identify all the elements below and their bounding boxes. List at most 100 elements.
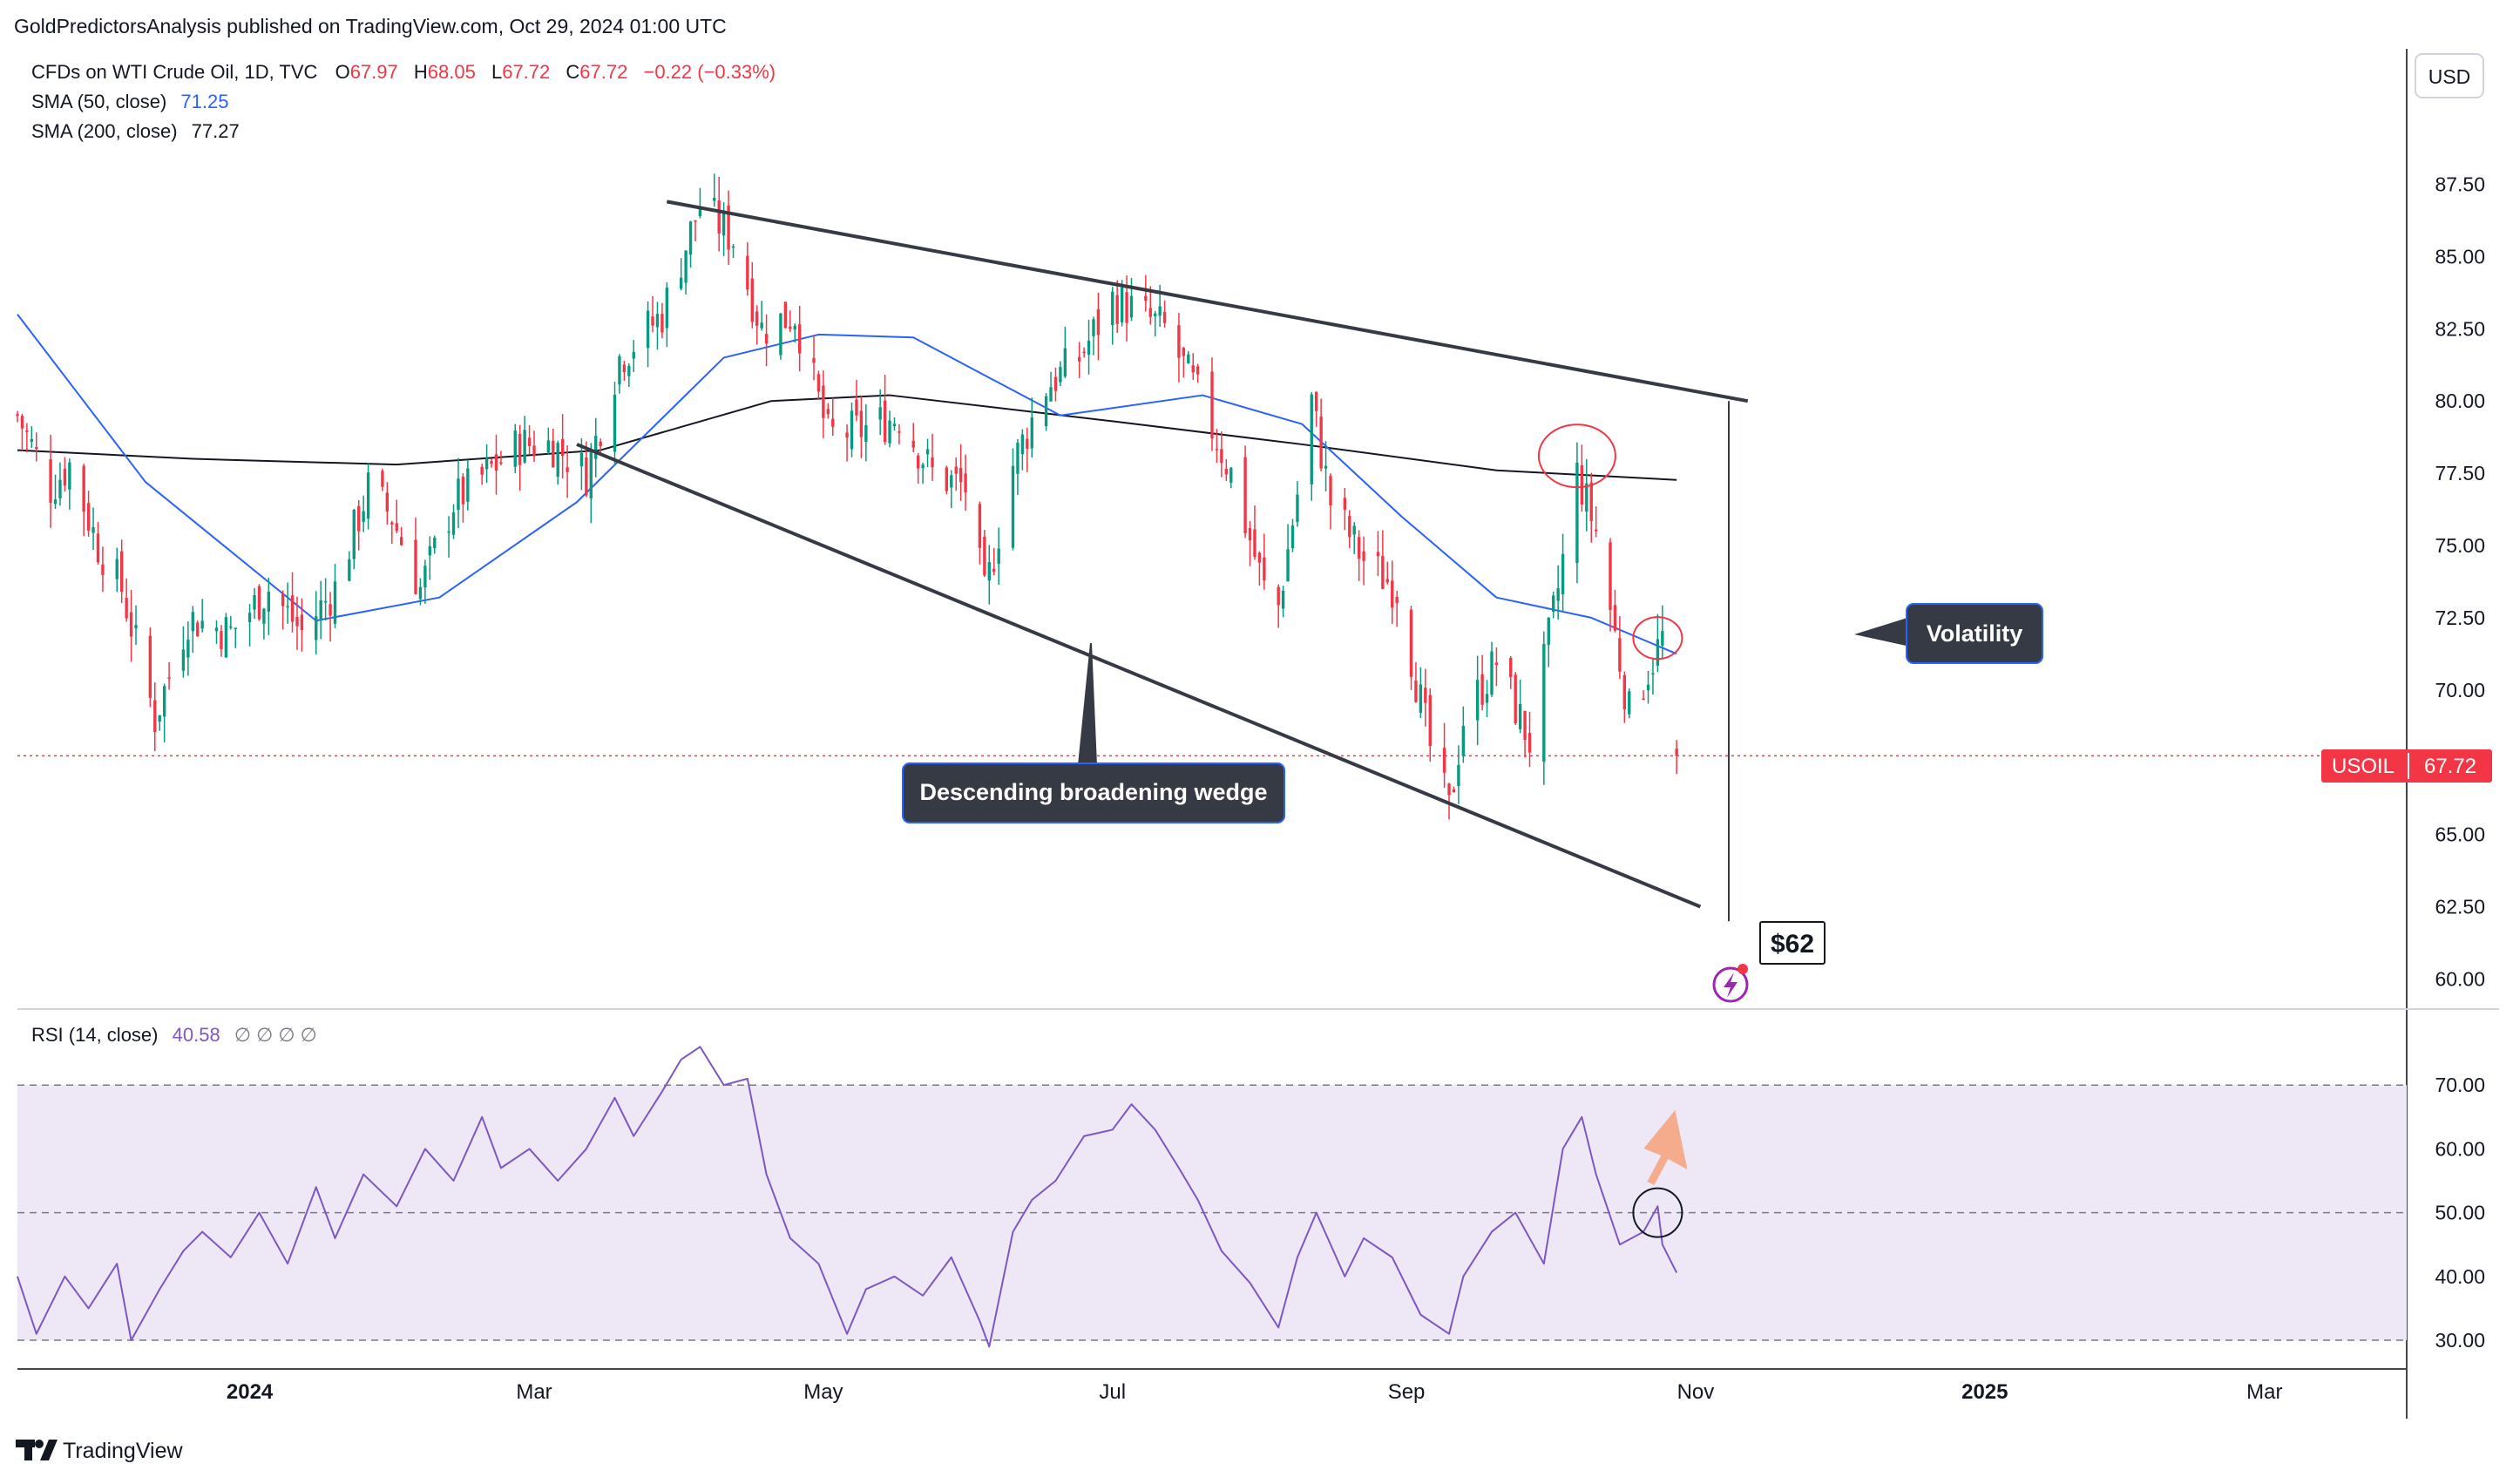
candle-body bbox=[290, 595, 295, 622]
candle-body bbox=[253, 594, 256, 610]
candle-body bbox=[1646, 684, 1650, 691]
candle-body bbox=[527, 437, 532, 446]
candle-body bbox=[987, 562, 991, 581]
candle-body bbox=[1082, 351, 1086, 354]
candle-body bbox=[362, 511, 365, 522]
candle-body bbox=[1087, 340, 1091, 356]
candle-body bbox=[348, 559, 351, 581]
sma-50-layer bbox=[17, 314, 1677, 655]
candle-body bbox=[262, 608, 266, 624]
candle-body bbox=[622, 364, 627, 373]
candle-body bbox=[660, 314, 664, 333]
candle-body bbox=[1362, 551, 1365, 561]
candle-body bbox=[295, 617, 299, 627]
candle-body bbox=[96, 533, 100, 563]
legend-open-value: 67.97 bbox=[350, 61, 398, 83]
candle-body bbox=[1509, 657, 1513, 677]
target-label[interactable]: $62 bbox=[1759, 921, 1825, 965]
tradingview-logo[interactable]: TradingView bbox=[16, 1439, 184, 1463]
candle-body bbox=[1329, 476, 1332, 505]
candle-body bbox=[167, 677, 171, 679]
currency-button[interactable]: USD bbox=[2415, 53, 2484, 98]
candle-body bbox=[717, 200, 721, 234]
candle-body bbox=[53, 499, 58, 505]
volatility-callout-pointer bbox=[1854, 617, 1912, 647]
candle-body bbox=[1158, 306, 1162, 316]
candle-body bbox=[1656, 639, 1660, 666]
lightning-event-icon[interactable] bbox=[1712, 964, 1749, 1003]
candle-body bbox=[68, 462, 71, 490]
candle-body bbox=[1144, 295, 1148, 302]
candle-body bbox=[1490, 651, 1494, 695]
candle-body bbox=[921, 464, 925, 469]
candle-body bbox=[25, 430, 29, 432]
candle-body bbox=[1514, 674, 1517, 723]
candle-body bbox=[556, 443, 559, 478]
wedge-callout-pointer bbox=[1077, 642, 1098, 766]
candle-body bbox=[224, 617, 228, 658]
candle-body bbox=[721, 212, 726, 236]
candle-body bbox=[892, 424, 897, 427]
legend-rsi[interactable]: RSI (14, close) 40.58 ∅ ∅ ∅ ∅ bbox=[31, 1024, 317, 1046]
wedge-callout[interactable]: Descending broadening wedge bbox=[902, 642, 1285, 823]
candle-body bbox=[655, 314, 660, 328]
legend-sma50[interactable]: SMA (50, close) 71.25 bbox=[31, 91, 228, 112]
rsi-layer bbox=[17, 1046, 1678, 1348]
candle-body bbox=[461, 476, 465, 505]
candle-body bbox=[1580, 464, 1584, 505]
candle-body bbox=[1257, 552, 1262, 563]
candle-body bbox=[229, 626, 233, 628]
candle-body bbox=[789, 326, 792, 329]
candle-body bbox=[257, 586, 261, 620]
price-tag-value: 67.72 bbox=[2424, 755, 2476, 778]
legend-rsi-value: 40.58 bbox=[173, 1024, 220, 1046]
candle-body bbox=[779, 313, 782, 356]
sma-test-circle bbox=[1632, 616, 1683, 661]
candle-body bbox=[793, 325, 796, 330]
candle-body bbox=[1243, 457, 1247, 534]
candle-body bbox=[414, 539, 417, 594]
candle-body bbox=[646, 310, 650, 349]
candle-body bbox=[1609, 542, 1612, 610]
candle-body bbox=[1154, 313, 1157, 316]
candle-body bbox=[816, 374, 821, 392]
legend-low-label: L bbox=[491, 61, 502, 83]
rsi-down-arrow bbox=[1643, 1110, 1688, 1185]
candle-body bbox=[1575, 462, 1579, 564]
volatility-callout[interactable]: Volatility bbox=[1854, 603, 2043, 664]
price-tick-label: 80.00 bbox=[2435, 390, 2485, 412]
candle-body bbox=[148, 635, 152, 698]
candle-body bbox=[1049, 387, 1053, 402]
candle-body bbox=[1248, 528, 1252, 541]
candle-body bbox=[764, 334, 769, 344]
candle-body bbox=[1220, 449, 1223, 464]
candle-body bbox=[494, 454, 498, 471]
legend-rsi-placeholders: ∅ ∅ ∅ ∅ bbox=[234, 1024, 317, 1046]
candle-body bbox=[1129, 295, 1134, 318]
candle-body bbox=[523, 430, 526, 463]
legend-low-value: 67.72 bbox=[502, 61, 550, 83]
candle-body bbox=[1547, 617, 1550, 646]
candle-body bbox=[381, 471, 384, 487]
sma-200-line bbox=[17, 394, 1677, 481]
candle-body bbox=[490, 460, 493, 464]
candle-body bbox=[1191, 365, 1195, 373]
candle-body bbox=[618, 356, 621, 385]
target-label-text: $62 bbox=[1771, 930, 1814, 959]
candle-body bbox=[499, 462, 503, 464]
candle-body bbox=[1527, 732, 1532, 753]
candle-body bbox=[1224, 469, 1229, 475]
candle-body bbox=[694, 220, 697, 222]
legend-sma200[interactable]: SMA (200, close) 77.27 bbox=[31, 120, 240, 142]
candle-body bbox=[864, 425, 868, 442]
candle-body bbox=[746, 255, 749, 290]
candle-body bbox=[917, 455, 920, 469]
candle-body bbox=[727, 205, 730, 250]
candle-body bbox=[1675, 749, 1678, 756]
candle-body bbox=[783, 302, 788, 329]
candle-body bbox=[35, 447, 38, 450]
candle-body bbox=[125, 597, 128, 619]
candle-body bbox=[200, 620, 204, 629]
candle-body bbox=[1376, 552, 1380, 557]
candle-body bbox=[418, 586, 423, 600]
